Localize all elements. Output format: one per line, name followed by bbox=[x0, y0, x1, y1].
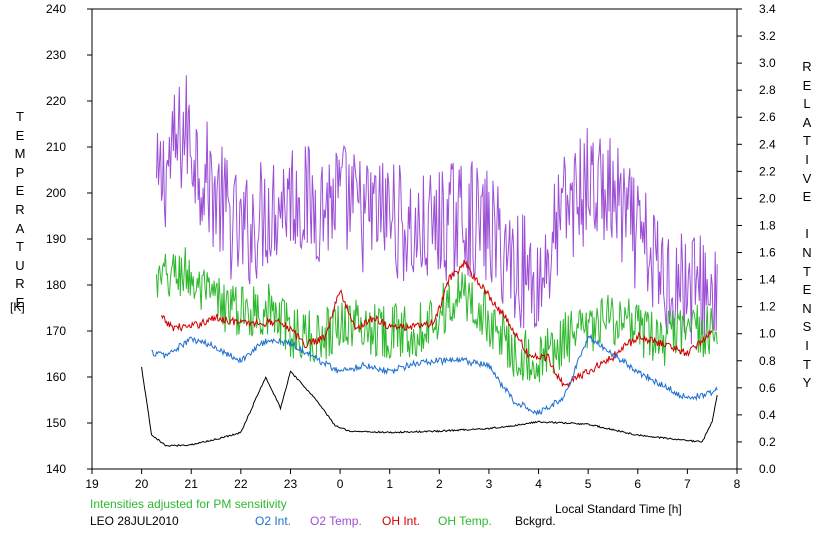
x-tick-label: 0 bbox=[337, 477, 344, 491]
series-layer bbox=[141, 75, 718, 447]
y-left-tick-label: 220 bbox=[46, 94, 66, 108]
y-right-tick-label: 2.4 bbox=[759, 137, 776, 151]
x-tick-label: 19 bbox=[85, 477, 99, 491]
x-axis: 19 20 21 22 23 0 1 2 3 4 5 6 7 8 bbox=[85, 469, 741, 491]
x-tick-label: 1 bbox=[386, 477, 393, 491]
legend-o2-temp: O2 Temp. bbox=[310, 514, 362, 528]
left-y-axis: 140 150 160 170 180 190 200 210 220 230 240 bbox=[46, 2, 92, 476]
y-left-tick-label: 170 bbox=[46, 324, 66, 338]
x-tick-label: 4 bbox=[535, 477, 542, 491]
y-right-tick-label: 1.4 bbox=[759, 273, 776, 287]
y-right-tick-label: 2.8 bbox=[759, 83, 776, 97]
legend-o2-int: O2 Int. bbox=[255, 514, 292, 528]
x-tick-label: 20 bbox=[135, 477, 149, 491]
x-tick-label: 3 bbox=[486, 477, 493, 491]
y-left-tick-label: 240 bbox=[46, 2, 66, 16]
y-right-tick-label: 2.6 bbox=[759, 110, 776, 124]
y-right-tick-label: 0.0 bbox=[759, 462, 776, 476]
pm-note: Intensities adjusted for PM sensitivity bbox=[90, 497, 287, 511]
x-tick-label: 23 bbox=[284, 477, 298, 491]
y-right-tick-label: 3.4 bbox=[759, 2, 776, 16]
legend-oh-int: OH Int. bbox=[382, 514, 421, 528]
y-right-tick-label: 0.4 bbox=[759, 408, 776, 422]
y-left-tick-label: 180 bbox=[46, 278, 66, 292]
left-axis-unit: [K] bbox=[10, 300, 25, 314]
y-right-tick-label: 3.0 bbox=[759, 56, 776, 70]
y-right-tick-label: 0.2 bbox=[759, 435, 776, 449]
y-right-tick-label: 1.8 bbox=[759, 218, 776, 232]
legend-bckgrd: Bckgrd. bbox=[515, 514, 556, 528]
y-right-tick-label: 1.2 bbox=[759, 300, 776, 314]
y-right-tick-label: 1.0 bbox=[759, 327, 776, 341]
y-left-tick-label: 140 bbox=[46, 462, 66, 476]
x-tick-label: 8 bbox=[734, 477, 741, 491]
x-tick-label: 5 bbox=[585, 477, 592, 491]
series-line-oh-int bbox=[161, 259, 713, 388]
y-left-tick-label: 210 bbox=[46, 140, 66, 154]
y-right-tick-label: 0.6 bbox=[759, 381, 776, 395]
y-right-tick-label: 3.2 bbox=[759, 29, 776, 43]
x-tick-label: 2 bbox=[436, 477, 443, 491]
legend-oh-temp: OH Temp. bbox=[438, 514, 492, 528]
y-left-tick-label: 160 bbox=[46, 370, 66, 384]
x-tick-label: 7 bbox=[684, 477, 691, 491]
y-right-tick-label: 2.0 bbox=[759, 191, 776, 205]
x-tick-label: 6 bbox=[634, 477, 641, 491]
x-tick-label: 21 bbox=[185, 477, 199, 491]
series-line-bckgrd bbox=[141, 366, 718, 447]
y-left-tick-label: 230 bbox=[46, 48, 66, 62]
series-line-oh-temp bbox=[156, 247, 718, 383]
y-right-tick-label: 0.8 bbox=[759, 354, 776, 368]
y-left-tick-label: 200 bbox=[46, 186, 66, 200]
x-axis-title: Local Standard Time [h] bbox=[555, 502, 682, 516]
x-tick-label: 22 bbox=[234, 477, 248, 491]
y-left-tick-label: 150 bbox=[46, 416, 66, 430]
y-left-tick-label: 190 bbox=[46, 232, 66, 246]
y-right-tick-label: 1.6 bbox=[759, 246, 776, 260]
series-line-o2-int bbox=[151, 333, 718, 416]
y-right-tick-label: 2.2 bbox=[759, 164, 776, 178]
station-date: LEO 28JUL2010 bbox=[90, 514, 179, 528]
right-y-axis: 0.0 0.2 0.4 0.6 0.8 1.0 1.2 1.4 1.6 1.8 2.0 2.2 2.4 2… bbox=[737, 2, 776, 476]
series-line-o2-temp bbox=[156, 75, 718, 345]
